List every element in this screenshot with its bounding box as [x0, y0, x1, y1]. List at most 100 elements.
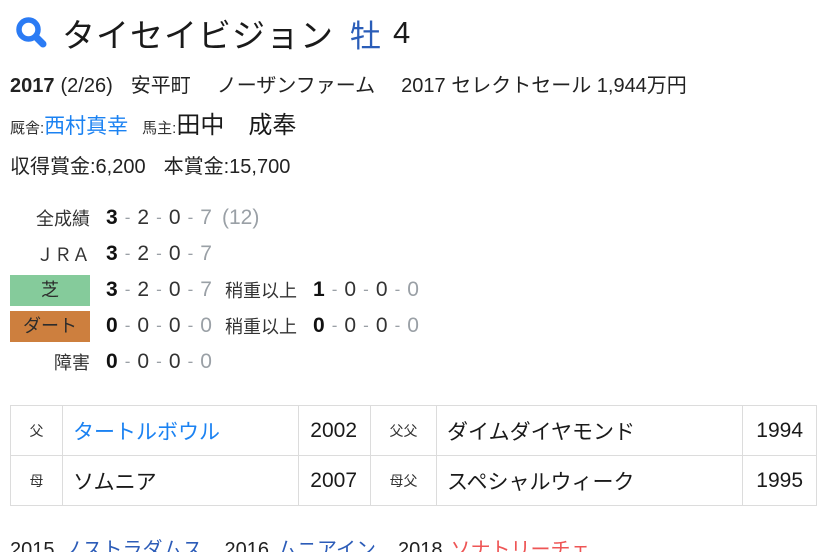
wins: 3	[106, 278, 118, 301]
relation-label-sire: 父	[10, 405, 63, 456]
record-row-jra: ＪＲＡ 3 - 2 - 0 - 7	[10, 236, 813, 272]
separator: -	[394, 280, 401, 299]
unplaced: 7	[200, 206, 212, 229]
unplaced: 0	[407, 278, 419, 301]
separator: -	[331, 280, 338, 299]
thirds: 0	[168, 206, 181, 229]
separator: -	[394, 316, 401, 335]
birth-date: (2/26)	[60, 75, 113, 97]
seconds: 0	[137, 314, 150, 337]
seconds: 0	[137, 350, 150, 373]
race-record-block: 全成績 3 - 2 - 0 - 7 (12) ＪＲＡ 3 - 2 - 0 - 7	[10, 200, 813, 380]
total-starts: (12)	[222, 206, 260, 229]
record-values-dirt: 0 - 0 - 0 - 0	[106, 314, 212, 338]
thirds: 0	[168, 278, 181, 301]
record-row-turf: 芝 3 - 2 - 0 - 7 稍重以上 1 - 0 - 0 - 0	[10, 272, 813, 308]
thirds: 0	[168, 242, 181, 265]
separator: -	[156, 316, 162, 335]
sibling-link-2015[interactable]: ノストラダムス	[62, 539, 203, 552]
soft-going-values-dirt: 0 - 0 - 0 - 0	[313, 314, 419, 338]
separator: -	[187, 208, 194, 227]
separator: -	[124, 352, 131, 371]
record-label-overall: 全成績	[36, 209, 90, 229]
birth-year: 2017	[10, 75, 55, 97]
separator: -	[156, 208, 162, 227]
trainer-link[interactable]: 西村真幸	[44, 115, 129, 138]
horse-age: 4	[393, 15, 411, 50]
breeder-name: ノーザンファーム	[216, 75, 376, 97]
separator: -	[187, 280, 194, 299]
owner-label: 馬主:	[142, 120, 177, 137]
connections-line: 厩舎: 西村真幸 馬主: 田中 成奉	[10, 105, 813, 140]
dam-name: ソムニア	[62, 455, 299, 506]
record-label-jra: ＪＲＡ	[36, 245, 90, 265]
seconds: 2	[137, 242, 150, 265]
horse-sex: 牡	[350, 18, 381, 54]
separator: -	[187, 316, 194, 335]
dam-sire-year: 1995	[742, 455, 817, 506]
separator: -	[124, 280, 131, 299]
unplaced: 7	[200, 242, 212, 265]
birthplace: 安平町	[130, 75, 191, 97]
separator: -	[363, 316, 369, 335]
separator: -	[187, 352, 194, 371]
seconds: 2	[137, 206, 150, 229]
record-row-dirt: ダート 0 - 0 - 0 - 0 稍重以上 0 - 0 - 0 - 0	[10, 308, 813, 344]
sire-sire-name: ダイムダイヤモンド	[436, 405, 743, 456]
thirds: 0	[168, 350, 181, 373]
soft-going-values-turf: 1 - 0 - 0 - 0	[313, 278, 419, 302]
unplaced: 7	[200, 278, 212, 301]
record-label-jump: 障害	[54, 353, 90, 373]
thirds: 0	[375, 314, 388, 337]
siblings-line: 2015 ノストラダムス 2016 ムニアイン 2018 ソナトリーチェ	[10, 533, 813, 552]
relation-label-dam-sire: 母父	[370, 455, 437, 506]
wins: 0	[106, 350, 118, 373]
soft-going-label: 稍重以上	[225, 317, 297, 337]
separator: -	[187, 244, 194, 263]
separator: -	[156, 352, 162, 371]
sibling-item: 2016 ムニアイン	[225, 533, 377, 552]
sire-name-cell: タートルボウル	[62, 405, 299, 456]
search-icon[interactable]	[14, 15, 50, 51]
seconds: 0	[344, 278, 357, 301]
wins: 3	[106, 206, 118, 229]
relation-label-dam: 母	[10, 455, 63, 506]
page-header: タイセイビジョン 牡 4	[10, 10, 813, 56]
unplaced: 0	[200, 350, 212, 373]
sibling-item: 2018 ソナトリーチェ	[398, 533, 591, 552]
pedigree-row-dam: 母 ソムニア 2007 母父 スペシャルウィーク 1995	[10, 455, 817, 506]
separator: -	[156, 244, 162, 263]
sale-info: 2017 セレクトセール 1,944万円	[401, 75, 687, 97]
separator: -	[331, 316, 338, 335]
dam-year: 2007	[298, 455, 371, 506]
pedigree-table: 父 タートルボウル 2002 父父 ダイムダイヤモンド 1994 母 ソムニア …	[10, 405, 817, 506]
unplaced: 0	[200, 314, 212, 337]
thirds: 0	[375, 278, 388, 301]
sibling-item: 2015 ノストラダムス	[10, 533, 203, 552]
dirt-chip: ダート	[10, 310, 90, 342]
sire-link[interactable]: タートルボウル	[73, 420, 220, 444]
dam-sire-name: スペシャルウィーク	[436, 455, 743, 506]
relation-label-sire-sire: 父父	[370, 405, 437, 456]
sibling-year: 2015	[10, 539, 55, 552]
soft-going-label: 稍重以上	[225, 281, 297, 301]
birth-info-line: 2017 (2/26) 安平町 ノーザンファーム 2017 セレクトセール 1,…	[10, 69, 813, 98]
sibling-link-2018[interactable]: ソナトリーチェ	[450, 539, 591, 552]
record-values-overall: 3 - 2 - 0 - 7	[106, 206, 212, 230]
sire-sire-year: 1994	[742, 405, 817, 456]
wins: 0	[106, 314, 118, 337]
trainer-label: 厩舎:	[10, 120, 45, 137]
thirds: 0	[168, 314, 181, 337]
earnings-value: 収得賞金:6,200	[10, 156, 146, 178]
record-values-jump: 0 - 0 - 0 - 0	[106, 350, 212, 374]
seconds: 2	[137, 278, 150, 301]
owner-name: 田中 成奉	[176, 112, 297, 139]
wins: 3	[106, 242, 118, 265]
horse-name: タイセイビジョン	[62, 17, 334, 54]
record-values-turf: 3 - 2 - 0 - 7	[106, 278, 212, 302]
unplaced: 0	[407, 314, 419, 337]
separator: -	[363, 280, 369, 299]
sibling-link-2016[interactable]: ムニアイン	[277, 539, 376, 552]
separator: -	[124, 316, 131, 335]
